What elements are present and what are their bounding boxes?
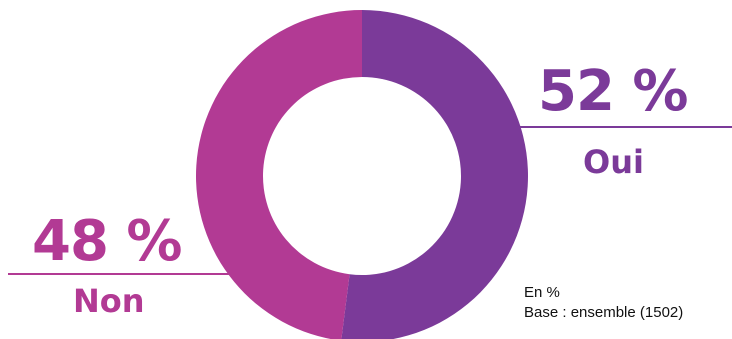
- donut-slice-non: [196, 10, 362, 339]
- oui-percent-label: 52 %: [538, 59, 689, 124]
- unit-note: En %: [524, 284, 560, 301]
- oui-leader-line: [520, 126, 732, 128]
- base-note: Base : ensemble (1502): [524, 304, 684, 321]
- non-category-label: Non: [73, 282, 145, 320]
- non-leader-line: [8, 273, 230, 275]
- non-percent-label: 48 %: [32, 209, 183, 274]
- oui-category-label: Oui: [583, 143, 644, 181]
- donut-slice-oui: [341, 10, 528, 339]
